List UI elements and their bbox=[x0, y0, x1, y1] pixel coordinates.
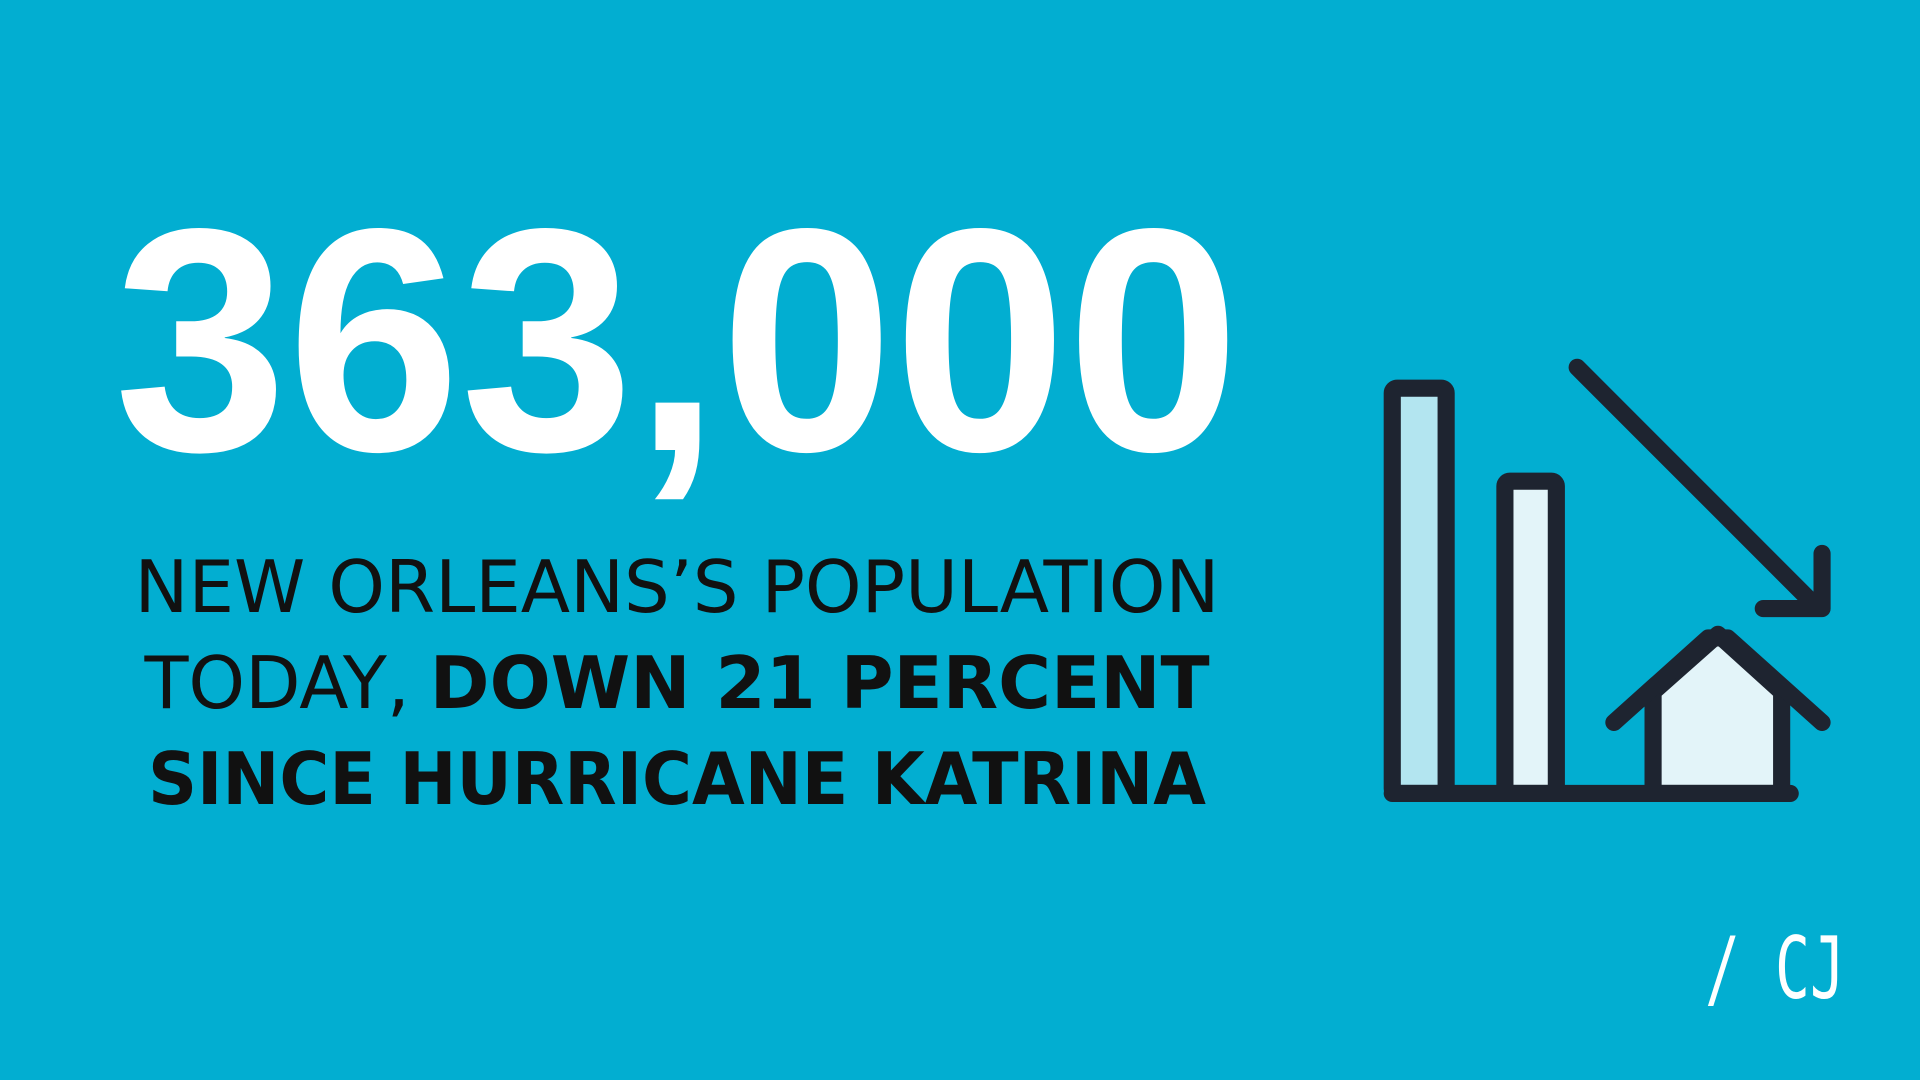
headline: 363,000 bbox=[114, 163, 1240, 518]
decline-icon bbox=[1383, 358, 1831, 803]
caption-line: SINCE HURRICANE KATRINA bbox=[148, 737, 1206, 821]
icon-arrowhead bbox=[1754, 544, 1831, 618]
caption-emphasis: DOWN 21 PERCENT bbox=[430, 641, 1210, 725]
caption-line: TODAY, DOWN 21 PERCENT bbox=[143, 641, 1209, 725]
logo: / CJ bbox=[1705, 919, 1845, 1019]
icon-bar bbox=[1383, 379, 1455, 803]
caption-line: NEW ORLEANS’S POPULATION bbox=[135, 545, 1220, 629]
icon-arrow bbox=[1568, 358, 1825, 615]
icon-roof bbox=[1605, 629, 1831, 732]
icon-bar bbox=[1496, 472, 1565, 803]
caption-text: TODAY, bbox=[143, 641, 409, 725]
